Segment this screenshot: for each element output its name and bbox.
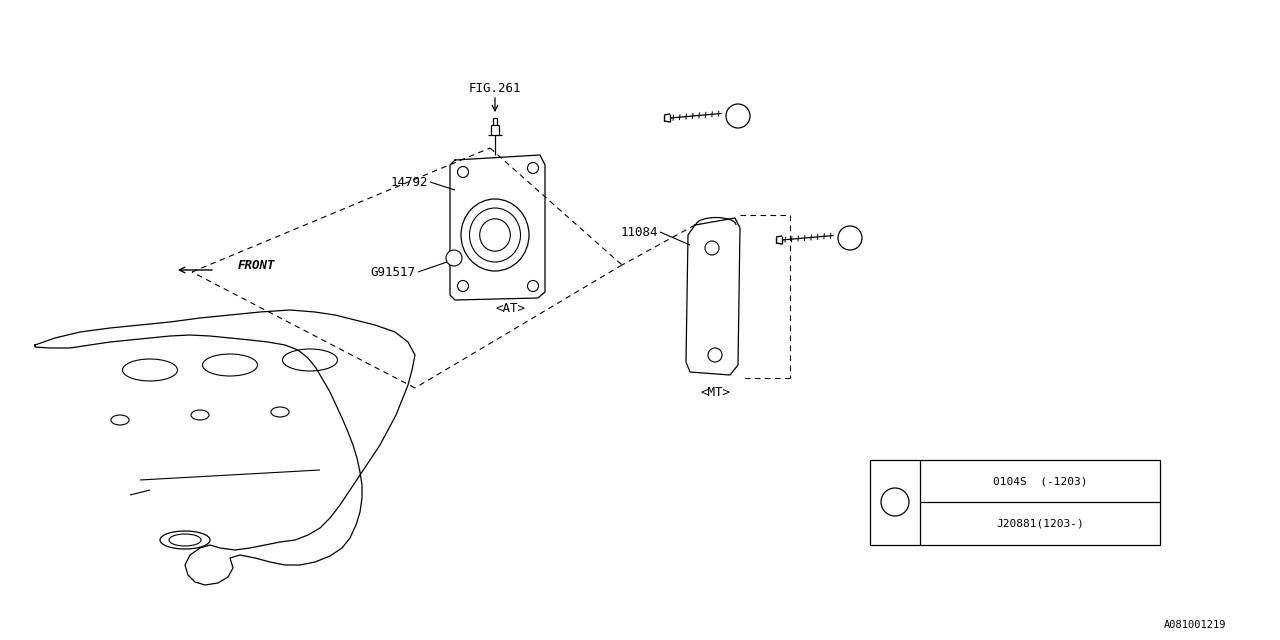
Text: 0104S  (-1203): 0104S (-1203) (993, 476, 1087, 486)
Text: 1: 1 (846, 232, 854, 244)
Bar (870, 460, 1160, 545)
Circle shape (726, 104, 750, 128)
Text: J20881(1203-): J20881(1203-) (996, 518, 1084, 528)
Text: A081001219: A081001219 (1164, 620, 1226, 630)
Text: 11084: 11084 (621, 225, 658, 239)
Ellipse shape (461, 199, 529, 271)
Text: G91517: G91517 (370, 266, 415, 278)
Circle shape (838, 226, 861, 250)
Text: <AT>: <AT> (495, 301, 525, 314)
Text: FIG.261: FIG.261 (468, 81, 521, 95)
Circle shape (881, 488, 909, 516)
Text: 14792: 14792 (390, 175, 428, 189)
Text: FRONT: FRONT (238, 259, 275, 271)
Text: <MT>: <MT> (700, 385, 730, 399)
Circle shape (445, 250, 462, 266)
Text: 1: 1 (735, 109, 741, 122)
Text: 1: 1 (891, 495, 899, 509)
